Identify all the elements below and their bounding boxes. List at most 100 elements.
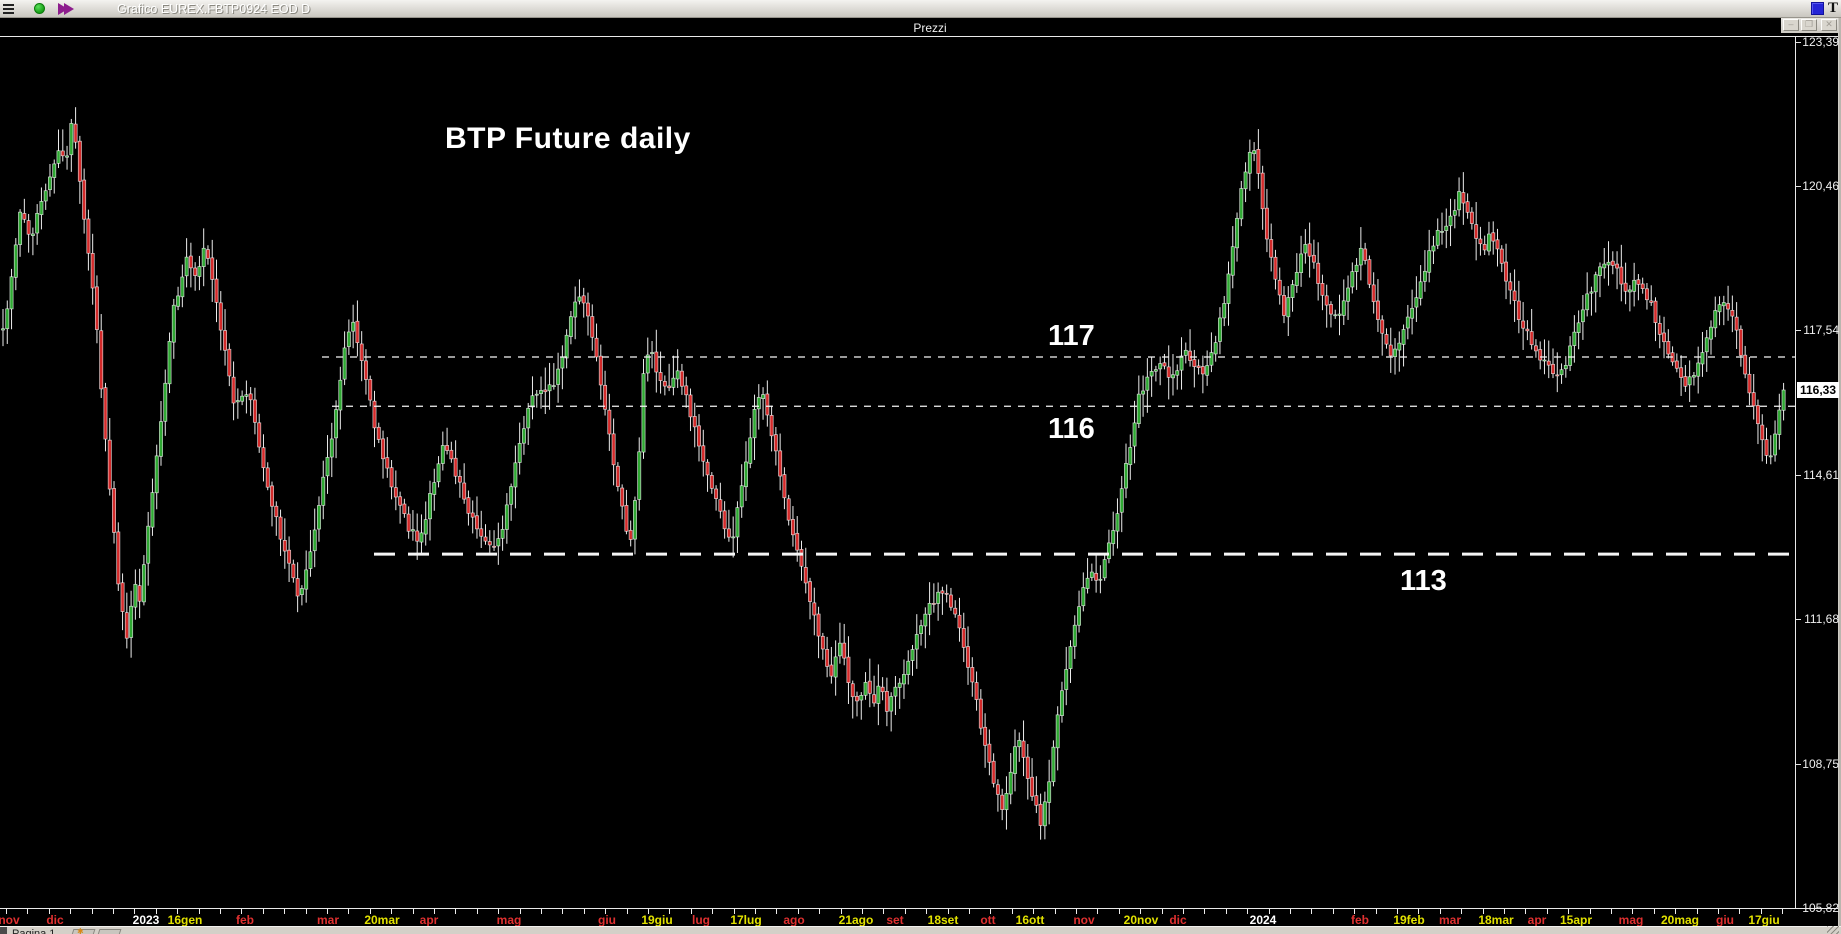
date-tick [1354, 909, 1356, 914]
plot-right-border [1795, 36, 1796, 908]
window-right-edge [1838, 18, 1839, 934]
rectangle-tool-icon[interactable] [1811, 2, 1824, 15]
date-tick [369, 909, 371, 914]
date-tick [1696, 909, 1698, 914]
tab-marker-icon: ✱ [77, 927, 84, 934]
date-tick [1140, 909, 1142, 914]
date-tick [1568, 909, 1570, 914]
date-tick [27, 909, 29, 914]
date-tick [1033, 909, 1035, 914]
date-tick [1461, 909, 1463, 914]
date-label: 18mar [1478, 913, 1514, 927]
date-tick [1011, 909, 1013, 914]
date-tick [1118, 909, 1120, 914]
date-tick [1589, 909, 1591, 914]
minimize-button[interactable]: ‒ [1783, 19, 1799, 31]
price-tick-label: 123,39 [1802, 34, 1839, 49]
date-tick [669, 909, 671, 914]
date-label: 17giu [1748, 913, 1780, 927]
date-tick [926, 909, 928, 914]
date-tick [755, 909, 756, 914]
price-tick [1796, 186, 1801, 188]
date-tick [284, 909, 286, 914]
date-tick [626, 909, 628, 914]
date-label: 2023 [132, 913, 160, 927]
date-tick [391, 909, 393, 914]
date-tick [541, 909, 542, 914]
date-label: nov [0, 913, 20, 927]
panel-header-strip: Prezzi [0, 18, 1841, 36]
date-label: mar [316, 913, 340, 927]
date-tick [1375, 909, 1377, 914]
date-label: 16ott [1015, 913, 1045, 927]
window-right-edge-fill [1839, 18, 1841, 934]
plot-top-border [0, 36, 1841, 37]
date-tick [1739, 909, 1741, 914]
date-tick [412, 909, 414, 914]
date-tick [883, 909, 885, 914]
date-tick [1718, 909, 1719, 914]
connection-status-icon [34, 3, 45, 14]
date-tick [155, 909, 157, 914]
date-tick [1097, 909, 1099, 914]
date-tick [1653, 909, 1655, 914]
date-tick [947, 909, 949, 914]
date-tick [776, 909, 778, 914]
date-label: apr [419, 913, 439, 927]
text-tool-icon[interactable]: T [1827, 0, 1838, 16]
resize-grip-icon[interactable] [1827, 926, 1839, 934]
panel-title: Prezzi [913, 21, 947, 35]
date-tick [733, 909, 735, 914]
date-label: feb [1351, 913, 1369, 927]
date-tick [70, 909, 72, 914]
date-tick [348, 909, 350, 914]
date-tick [434, 909, 435, 914]
date-label: 17lug [730, 913, 762, 927]
date-tick [583, 909, 585, 914]
date-tick [840, 909, 842, 914]
date-tick [327, 909, 328, 914]
date-tick [562, 909, 564, 914]
date-tick [819, 909, 821, 914]
plot-bottom-border [0, 908, 1841, 909]
date-tick [498, 909, 500, 914]
window-title: Grafico EUREX.FBTP0924 EOD D [117, 2, 311, 16]
date-tick [605, 909, 607, 914]
date-label: lug [692, 913, 710, 927]
date-tick [690, 909, 692, 914]
mdi-controls-zone: ‒ ❐ ✕ [1781, 18, 1841, 33]
price-tick [1796, 330, 1801, 332]
date-tick [1161, 909, 1163, 914]
date-tick [1054, 909, 1056, 914]
date-tick [198, 909, 200, 914]
date-tick [862, 909, 863, 914]
current-price-badge: 116,33 [1797, 382, 1839, 398]
price-tick-label: 108,75 [1802, 756, 1839, 771]
titlebar: Grafico EUREX.FBTP0924 EOD D T [0, 0, 1841, 18]
date-tick [262, 909, 264, 914]
price-tick-label: 111,68 [1804, 612, 1839, 627]
date-label: set [886, 913, 904, 927]
sheet-tab[interactable] [96, 929, 122, 934]
date-label: mar [1438, 913, 1462, 927]
date-tick [6, 909, 7, 914]
date-label: ago [783, 913, 805, 927]
date-tick [1760, 909, 1762, 914]
date-label: apr [1527, 913, 1547, 927]
restore-button[interactable]: ❐ [1801, 19, 1817, 31]
price-tick-label: 120,46 [1802, 179, 1839, 194]
date-tick [1225, 909, 1227, 914]
date-label: nov [1073, 913, 1095, 927]
menu-icon[interactable] [3, 4, 14, 14]
date-label: mag [496, 913, 522, 927]
date-label: 21ago [838, 913, 874, 927]
close-button[interactable]: ✕ [1821, 19, 1837, 31]
date-label: feb [236, 913, 254, 927]
date-tick [1290, 909, 1291, 914]
price-tick-label: 114,61 [1803, 467, 1839, 482]
date-label: dic [46, 913, 64, 927]
date-tick [241, 909, 243, 914]
date-tick [177, 909, 179, 914]
chart-canvas[interactable] [0, 36, 1796, 909]
date-tick [648, 909, 649, 914]
